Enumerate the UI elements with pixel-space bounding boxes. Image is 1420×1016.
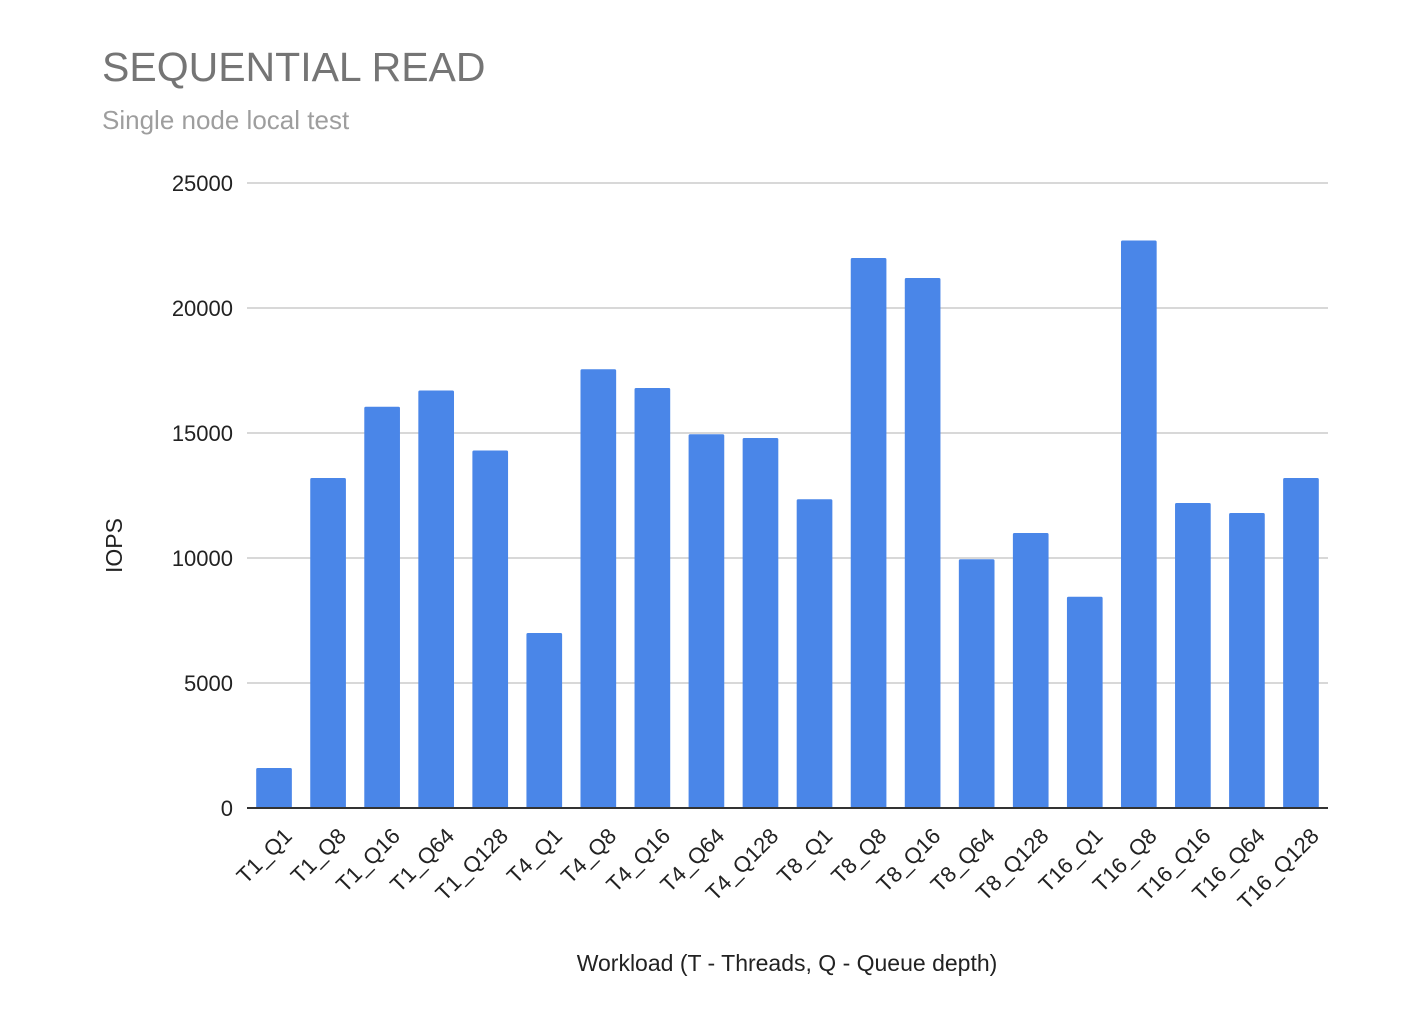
bar-t16-q64 [1229,513,1265,808]
bar-t8-q128 [1012,533,1049,808]
x-axis-ticks: T1_Q1T1_Q8T1_Q16T1_Q64T1_Q128T4_Q1T4_Q8T… [232,823,1324,914]
bar-t1-q64 [418,390,455,808]
y-axis-ticks: 0 5000 10000 15000 20000 25000 [172,171,233,821]
y-tick-label: 0 [221,796,233,821]
gridlines [247,182,1328,684]
bar-t16-q1 [1066,596,1103,808]
bar-t16-q16 [1175,503,1211,808]
y-tick-label: 20000 [172,296,233,321]
bar-t4-q128 [742,438,779,808]
chart-subtitle: Single node local test [102,105,350,135]
bar-t8-q1 [796,499,833,808]
bar-t1-q16 [364,406,400,808]
bar-t16-q8 [1120,240,1157,808]
bar-t1-q1 [256,768,292,808]
bar-t1-q8 [310,478,346,808]
bar-t4-q16 [634,388,671,808]
y-tick-label: 5000 [184,671,233,696]
bars [256,240,1319,808]
bar-t8-q16 [904,278,941,808]
bar-t4-q8 [580,369,617,808]
chart-title: SEQUENTIAL READ [102,44,486,90]
y-tick-label: 25000 [172,171,233,196]
bar-t16-q128 [1283,478,1319,808]
x-axis-title: Workload (T - Threads, Q - Queue depth) [577,950,998,976]
x-tick-label: T1_Q1 [232,823,297,888]
y-tick-label: 15000 [172,421,233,446]
bar-t1-q128 [472,450,509,808]
x-tick-label: T8_Q1 [772,823,837,888]
bar-t8-q64 [958,559,995,808]
y-tick-label: 10000 [172,546,233,571]
bar-t4-q1 [526,633,563,808]
bar-t8-q8 [850,258,887,808]
y-axis-title: IOPS [101,518,127,573]
x-tick-label: T4_Q1 [502,823,567,888]
bar-t4-q64 [688,434,725,808]
